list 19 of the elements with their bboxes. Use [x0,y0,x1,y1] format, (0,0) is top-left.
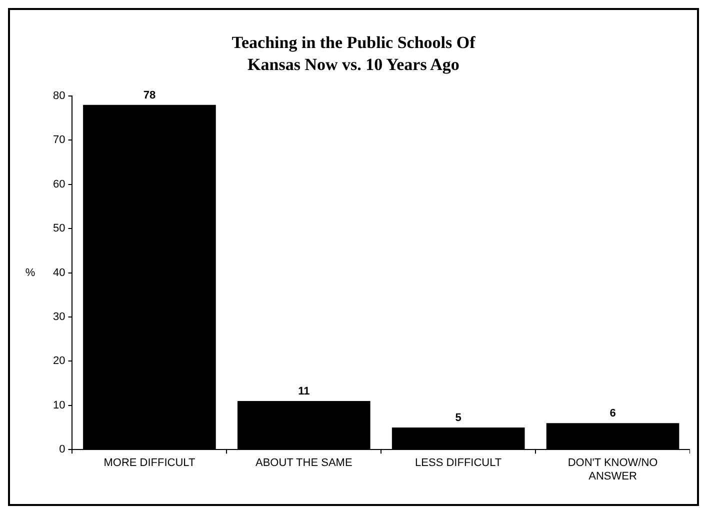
x-tick-label: DON'T KNOW/NO ANSWER [568,457,658,482]
y-axis-title: % [25,266,36,279]
chart-title: Teaching in the Public Schools Of Kansas Now vs. 10 Years Ago [230,32,476,76]
y-tick-label: 50 [52,222,66,235]
y-tick-label: 40 [52,266,66,279]
y-tick-label: 0 [59,444,66,456]
y-tick-label: 30 [52,311,66,324]
x-tick-label: LESS DIFFICULT [415,457,502,470]
data-label: 6 [610,408,616,420]
y-tick-label: 60 [52,178,66,190]
x-tick-label: MORE DIFFICULT [104,457,196,470]
x-tick-label: ABOUT THE SAME [256,457,352,470]
y-tick-label: 20 [52,355,66,368]
data-label: 5 [455,412,462,424]
y-tick-label: 70 [52,134,66,146]
data-label: 78 [143,89,156,102]
y-tick-label: 10 [52,399,66,412]
data-label: 11 [298,386,310,398]
y-tick-label: 80 [52,90,66,102]
